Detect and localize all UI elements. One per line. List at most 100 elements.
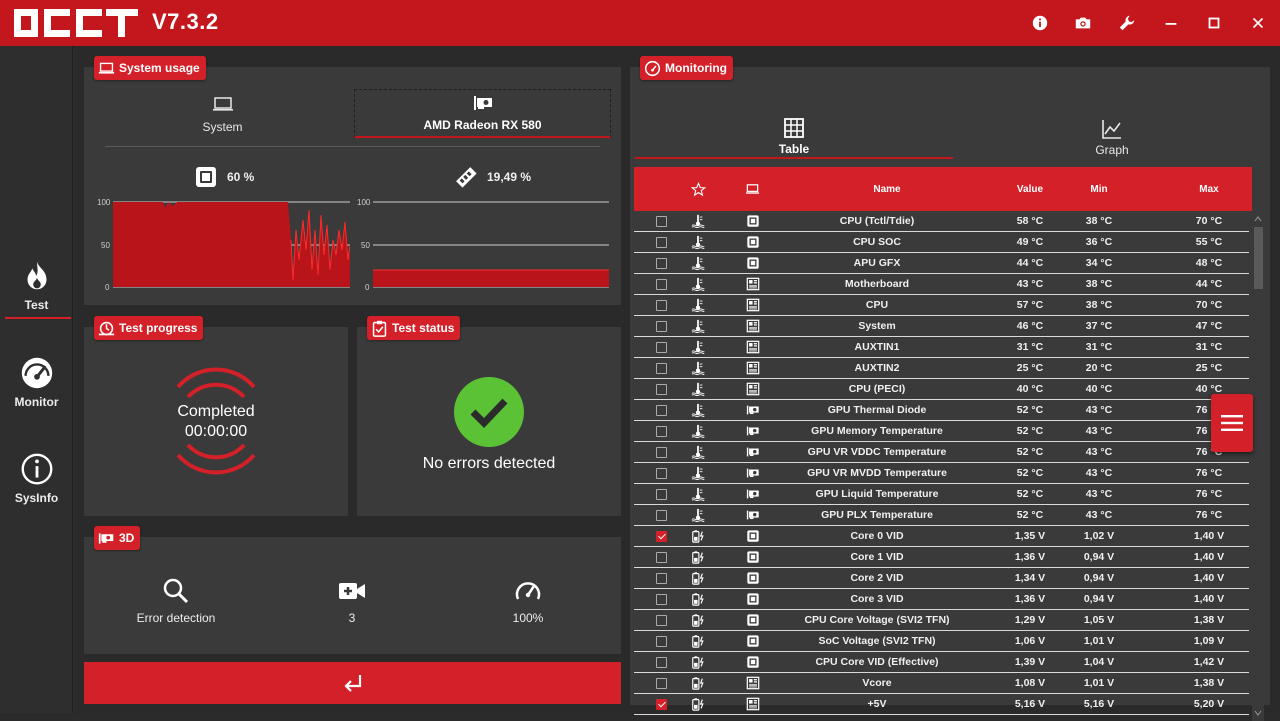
maximize-icon[interactable] [1201, 11, 1227, 35]
test-status-message: No errors detected [422, 455, 556, 472]
row-checkbox[interactable] [656, 593, 667, 605]
row-checkbox[interactable] [656, 614, 667, 626]
table-row[interactable]: Core 3 VID 1,36 V 0,94 V 1,40 V [634, 589, 1249, 610]
table-row[interactable]: Core 1 VID 1,36 V 0,94 V 1,40 V [634, 547, 1249, 568]
camera-icon[interactable] [1070, 11, 1096, 35]
column-value[interactable]: Value [1016, 183, 1044, 195]
column-max[interactable]: Max [1199, 183, 1219, 195]
scroll-thumb[interactable] [1254, 227, 1263, 289]
row-checkbox-cell[interactable] [654, 442, 669, 462]
start-stop-button[interactable] [84, 662, 621, 704]
row-checkbox[interactable] [656, 383, 667, 395]
row-checkbox-cell[interactable] [654, 421, 669, 441]
table-row[interactable]: CPU (Tctl/Tdie) 58 °C 38 °C 70 °C [634, 211, 1249, 232]
nav-sysinfo[interactable]: SysInfo [0, 442, 73, 512]
tab-table[interactable]: Table [635, 115, 953, 159]
table-row[interactable]: CPU Core Voltage (SVI2 TFN) 1,29 V 1,05 V 1… [634, 610, 1249, 631]
row-checkbox[interactable] [656, 467, 667, 479]
row-checkbox-cell[interactable] [654, 673, 669, 693]
row-checkbox-cell[interactable] [654, 526, 669, 546]
row-checkbox[interactable] [656, 278, 667, 290]
row-checkbox-cell[interactable] [654, 568, 669, 588]
row-checkbox-cell[interactable] [654, 631, 669, 651]
close-icon[interactable] [1245, 11, 1271, 35]
source-column[interactable] [737, 167, 767, 211]
row-checkbox[interactable] [656, 236, 667, 248]
minimize-icon[interactable] [1158, 11, 1184, 35]
row-checkbox-cell[interactable] [654, 295, 669, 315]
row-checkbox[interactable] [656, 656, 667, 668]
table-row[interactable]: CPU 57 °C 38 °C 70 °C [634, 295, 1249, 316]
row-checkbox[interactable] [656, 635, 667, 647]
row-checkbox-cell[interactable] [654, 358, 669, 378]
favorite-column[interactable] [684, 167, 712, 211]
nav-test[interactable]: Test [0, 249, 73, 319]
table-row[interactable]: AUXTIN2 25 °C 20 °C 25 °C [634, 358, 1249, 379]
row-checkbox[interactable] [656, 698, 667, 710]
row-checkbox-cell[interactable] [654, 379, 669, 399]
row-checkbox-cell[interactable] [654, 484, 669, 504]
row-checkbox[interactable] [656, 362, 667, 374]
tab-system[interactable]: System [94, 91, 351, 139]
row-checkbox-cell[interactable] [654, 652, 669, 672]
table-row[interactable]: Core 0 VID 1,35 V 1,02 V 1,40 V [634, 526, 1249, 547]
row-checkbox-cell[interactable] [654, 400, 669, 420]
table-row[interactable]: CPU (PECI) 40 °C 40 °C 40 °C [634, 379, 1249, 400]
row-checkbox[interactable] [656, 320, 667, 332]
row-checkbox[interactable] [656, 404, 667, 416]
row-checkbox-cell[interactable] [654, 589, 669, 609]
wrench-icon[interactable] [1114, 11, 1140, 35]
nav-monitor[interactable]: Monitor [0, 346, 73, 416]
table-row[interactable]: Motherboard 43 °C 38 °C 44 °C [634, 274, 1249, 295]
table-row[interactable]: SoC Voltage (SVI2 TFN) 1,06 V 1,01 V 1,09 V [634, 631, 1249, 652]
table-row[interactable]: APU GFX 44 °C 34 °C 48 °C [634, 253, 1249, 274]
row-checkbox[interactable] [656, 299, 667, 311]
tab-graph[interactable]: Graph [953, 115, 1271, 159]
row-checkbox-cell[interactable] [654, 316, 669, 336]
row-checkbox[interactable] [656, 215, 667, 227]
row-checkbox-cell[interactable] [654, 547, 669, 567]
scroll-up-icon[interactable] [1254, 215, 1262, 223]
row-checkbox-cell[interactable] [654, 463, 669, 483]
table-row[interactable]: GPU Thermal Diode 52 °C 43 °C 76 °C [634, 400, 1249, 421]
table-row[interactable]: CPU SOC 49 °C 36 °C 55 °C [634, 232, 1249, 253]
table-scrollbar[interactable] [1252, 213, 1264, 721]
row-checkbox[interactable] [656, 572, 667, 584]
table-row[interactable]: GPU VR MVDD Temperature 52 °C 43 °C 76 °C [634, 463, 1249, 484]
row-checkbox-cell[interactable] [654, 694, 669, 714]
row-checkbox-cell[interactable] [654, 232, 669, 252]
row-checkbox[interactable] [656, 551, 667, 563]
table-row[interactable]: GPU VR VDDC Temperature 52 °C 43 °C 76 °C [634, 442, 1249, 463]
row-checkbox-cell[interactable] [654, 505, 669, 525]
row-checkbox[interactable] [656, 530, 667, 542]
row-checkbox[interactable] [656, 488, 667, 500]
row-checkbox-cell[interactable] [654, 610, 669, 630]
scroll-down-icon[interactable] [1254, 709, 1262, 717]
tab-graph-label: Graph [1095, 142, 1129, 157]
table-row[interactable]: GPU PLX Temperature 52 °C 43 °C 76 °C [634, 505, 1249, 526]
axis-tick-100: 100 [357, 198, 371, 207]
row-checkbox[interactable] [656, 425, 667, 437]
row-checkbox[interactable] [656, 509, 667, 521]
row-checkbox[interactable] [656, 446, 667, 458]
table-row[interactable]: +5V 5,16 V 5,16 V 5,20 V [634, 694, 1249, 715]
row-checkbox-cell[interactable] [654, 253, 669, 273]
row-checkbox[interactable] [656, 677, 667, 689]
table-row[interactable]: System 46 °C 37 °C 47 °C [634, 316, 1249, 337]
menu-button[interactable] [1211, 394, 1253, 452]
column-min[interactable]: Min [1090, 183, 1108, 195]
row-checkbox-cell[interactable] [654, 274, 669, 294]
info-icon[interactable] [1027, 11, 1053, 35]
table-row[interactable]: AUXTIN1 31 °C 31 °C 31 °C [634, 337, 1249, 358]
table-row[interactable]: Core 2 VID 1,34 V 0,94 V 1,40 V [634, 568, 1249, 589]
row-checkbox-cell[interactable] [654, 211, 669, 231]
table-row[interactable]: Vcore 1,08 V 1,01 V 1,38 V [634, 673, 1249, 694]
row-checkbox-cell[interactable] [654, 337, 669, 357]
table-row[interactable]: GPU Liquid Temperature 52 °C 43 °C 76 °C [634, 484, 1249, 505]
row-checkbox[interactable] [656, 341, 667, 353]
column-name[interactable]: Name [873, 183, 901, 195]
table-row[interactable]: CPU Core VID (Effective) 1,39 V 1,04 V 1,42… [634, 652, 1249, 673]
tab-gpu[interactable]: AMD Radeon RX 580 [354, 89, 611, 138]
row-checkbox[interactable] [656, 257, 667, 269]
table-row[interactable]: GPU Memory Temperature 52 °C 43 °C 76 °C [634, 421, 1249, 442]
